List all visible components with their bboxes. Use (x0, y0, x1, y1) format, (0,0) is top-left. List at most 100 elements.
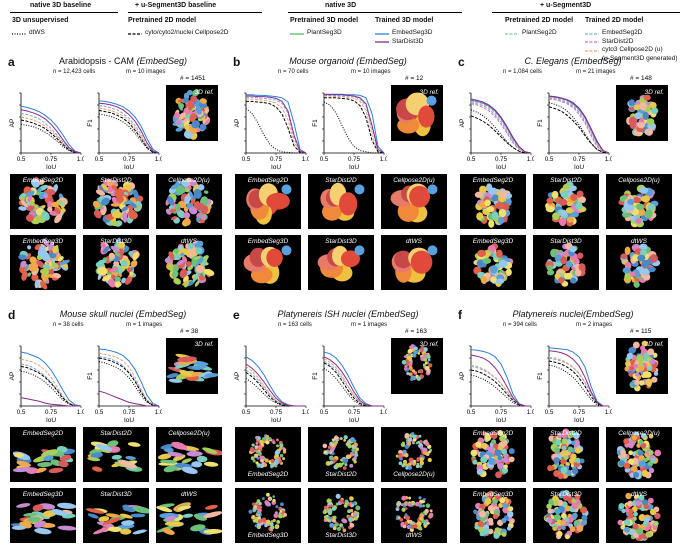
cell-blob (54, 213, 63, 224)
cell-blob (119, 513, 133, 519)
cell-blob (566, 439, 572, 445)
cell-blob (176, 260, 185, 266)
legend-divider (492, 12, 680, 13)
cell-blob (51, 262, 59, 269)
cell-blob (404, 507, 408, 510)
cell-blob (97, 259, 106, 264)
method-thumbnail: StarDist3D (83, 488, 149, 543)
cell-blob (567, 446, 574, 453)
series-line-cellpose2d-u- (20, 358, 82, 407)
cell-blob (351, 447, 357, 453)
cell-blob (203, 373, 219, 378)
cell-blob (404, 365, 408, 368)
series-line-stardist3d (245, 363, 306, 407)
cell-blob (279, 446, 283, 450)
cell-blob (268, 437, 272, 441)
plot-c-ap: 0.5 0.75 1.0 IoU AP (459, 92, 534, 171)
cell-blob (95, 189, 106, 196)
method-thumbnail: StarDist3D (308, 235, 374, 290)
cell-blob (185, 261, 192, 267)
segmentation-render (317, 245, 365, 282)
cell-blob (394, 250, 413, 269)
cell-blob (113, 260, 120, 267)
cell-blob (47, 206, 53, 213)
cell-blob (133, 189, 139, 200)
panel-title: Mouse organoid (EmbedSeg) (253, 56, 443, 66)
x-tick-label: 0.75 (45, 156, 58, 163)
series-line-cellpose2d-u- (548, 356, 609, 407)
thumbnail-method-label: StarDist3D (550, 238, 582, 245)
legend-group-subheader: Trained 2D model (585, 17, 644, 24)
cell-blob (560, 256, 568, 265)
method-thumbnail: EmbedSeg2D (235, 427, 301, 482)
cell-blob (560, 190, 569, 199)
x-tick-label: 1.0 (605, 409, 612, 416)
x-tick-label: 1.0 (77, 409, 84, 416)
series-line-dtws (98, 361, 160, 407)
cell-blob (579, 196, 586, 204)
legend-group-header: native 3D (325, 2, 357, 9)
cell-blob (199, 123, 207, 131)
reference-3d-render: # = 12 3D ref. (391, 75, 443, 141)
legend-line-swatch (585, 32, 599, 35)
series-line-embedseg2d (323, 360, 384, 407)
panel-title: Platynereis ISH nuclei (EmbedSeg) (253, 309, 443, 319)
series-line-cellpose2d-u- (98, 107, 160, 154)
panel-title: C. Elegans (EmbedSeg) (478, 56, 668, 66)
cell-blob (335, 493, 341, 499)
cell-blob (552, 526, 557, 531)
cell-blob (204, 108, 210, 115)
cell-blob (128, 251, 134, 256)
cell-blob (326, 518, 330, 522)
cell-blob (423, 357, 428, 362)
plot-e-f1: 0.5 0.75 1.0 IoU F1 (312, 345, 387, 424)
cell-blob (493, 532, 500, 539)
cell-blob (120, 528, 132, 535)
method-thumbnail: EmbedSeg3D (235, 488, 301, 543)
cell-blob (21, 270, 28, 281)
cell-blob (626, 204, 635, 212)
cell-blob (329, 456, 334, 461)
cell-blob (408, 519, 413, 524)
x-tick-label: 0.5 (242, 409, 251, 416)
segmentation-render (545, 242, 586, 287)
cell-blob (426, 354, 431, 359)
y-axis-label: AP (9, 119, 16, 128)
x-tick-label: 0.5 (320, 156, 329, 163)
cell-blob (189, 179, 197, 187)
panel-title-italic: Platynereis nuclei(EmbedSeg) (512, 309, 634, 319)
segmentation-render (164, 240, 215, 288)
reference-label: 3D ref. (419, 341, 439, 348)
cell-blob (121, 206, 129, 212)
cell-blob (184, 195, 191, 205)
series-line-embedseg2d (98, 356, 160, 407)
series-line-dtws (548, 102, 610, 154)
cell-blob (563, 455, 569, 460)
reference-3d-render: # = 115 3D ref. (616, 328, 668, 394)
segmentation-render (617, 492, 661, 542)
cell-blob (177, 360, 197, 365)
cell-blob (627, 198, 635, 205)
cell-blob (571, 468, 579, 475)
legend-item-label: cyto/cyto2/nuclei Cellpose2D (145, 29, 229, 36)
cell-blob (327, 462, 331, 466)
legend-line-swatch (375, 41, 389, 43)
x-tick-label: 0.75 (270, 156, 283, 163)
reference-label: 3D ref. (419, 89, 439, 96)
cell-blob (277, 513, 283, 519)
cell-blob (569, 246, 577, 253)
thumbnail-method-label: dtWS (631, 238, 647, 245)
legend-line-swatch (12, 32, 26, 35)
x-tick-label: 1.0 (302, 156, 309, 163)
x-tick-label: 0.75 (573, 156, 586, 163)
segmentation-render (92, 179, 144, 227)
cell-count: n = 394 cells (503, 322, 537, 328)
cell-blob (560, 466, 568, 474)
cell-blob (175, 185, 185, 195)
x-tick-label: 1.0 (605, 156, 612, 163)
series-line-cellpose2d (323, 362, 384, 407)
reference-label: 3D ref. (194, 89, 214, 96)
cell-blob (261, 497, 265, 500)
cell-blob (24, 264, 30, 271)
y-axis-label: AP (234, 372, 241, 381)
